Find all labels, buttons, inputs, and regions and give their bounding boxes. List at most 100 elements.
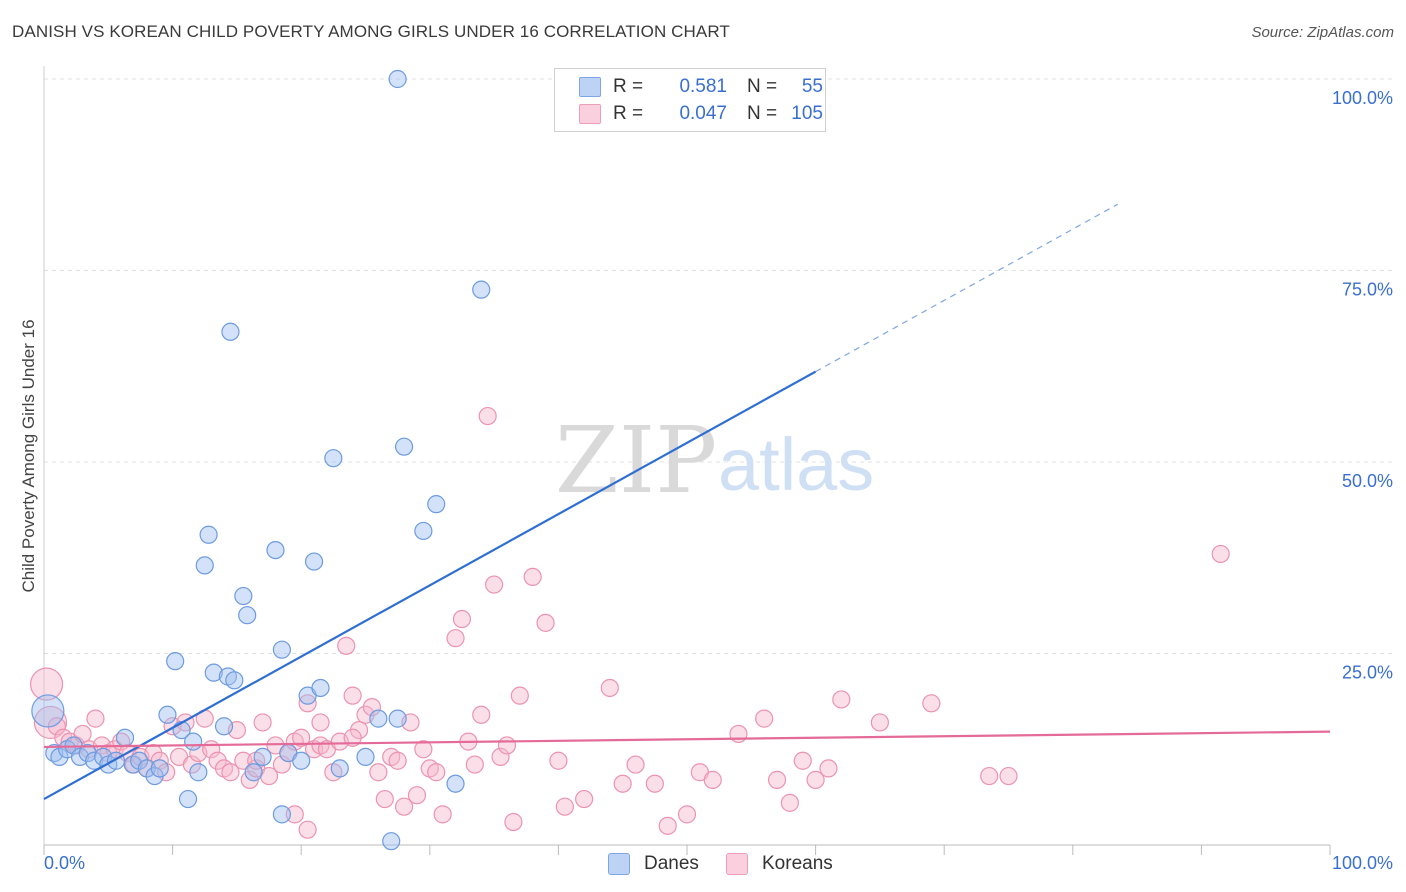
koreans-point [870,713,890,732]
danes-point [414,521,433,541]
koreans-point [259,766,279,786]
r-value: 0.581 [679,76,727,97]
danes-point [199,525,218,544]
koreans-point [510,686,529,705]
danes-point [115,728,135,747]
koreans-point [311,713,330,732]
koreans-point [677,805,697,824]
n-label: N = [747,103,778,124]
danes-point [195,556,214,575]
danes-point [85,751,104,770]
danes-point [130,751,149,770]
koreans-point [343,686,362,705]
koreans-trend-line [43,730,1331,749]
koreans-point [465,755,484,774]
koreans-point [806,770,825,789]
danes-point [472,280,491,299]
koreans-point [613,774,632,793]
danes-point [234,586,253,606]
tick-labels: 25.0% 50.0% 75.0% 100.0% 0.0% 100.0% [44,88,1393,873]
danes-point [221,322,240,341]
koreans-point [999,766,1018,786]
koreans-point [485,575,504,594]
danes-legend-swatch [608,853,630,875]
koreans-point [427,763,446,782]
danes-point [225,671,244,690]
source-label: Source: ZipAtlas.com [1251,24,1394,41]
danes-point [272,805,292,824]
koreans-point [832,690,851,709]
danes-points [31,69,735,851]
koreans-point [504,812,523,832]
koreans-point [47,717,66,736]
y-tick-label: 100.0% [1332,88,1393,108]
koreans-point [491,747,510,767]
legend-row-danes: R = 0.581 N = 55 [579,74,823,100]
koreans-point [575,789,594,809]
koreans-point [549,751,568,770]
danes-point [388,709,407,728]
watermark-atlas: atlas [718,423,874,506]
danes-point [31,694,65,728]
danes-point [304,552,324,571]
danes-point [158,705,177,724]
danes-trend-line [43,370,817,801]
danes-point [184,732,203,751]
r-value: 0.047 [679,103,727,124]
koreans-point [433,805,452,824]
koreans-point [298,820,317,839]
koreans-point [767,770,787,789]
danes-point [238,606,257,625]
koreans-point [407,786,427,805]
watermark: ZIP atlas [555,407,874,514]
danes-point [292,751,311,770]
koreans-point [472,705,491,724]
koreans-point [755,709,774,728]
x-tick-label: 0.0% [44,853,85,873]
r-label: R = [613,103,644,124]
grid-lines [44,78,1392,654]
y-tick-label: 50.0% [1342,471,1393,491]
correlation-legend: R = 0.581 N = 55 R = 0.047 N = 105 [554,68,826,132]
chart-title: DANISH VS KOREAN CHILD POVERTY AMONG GIR… [12,22,730,41]
koreans-point [452,609,472,629]
koreans-point [922,694,941,713]
n-label: N = [747,76,778,97]
danes-point [311,678,330,698]
danes-point [266,540,285,560]
danes-point [166,652,185,671]
koreans-point [285,805,304,824]
koreans-legend-swatch [726,853,748,875]
danes-point [382,832,401,851]
danes-point [189,763,208,782]
danes-swatch [579,77,601,97]
koreans-point [375,789,394,809]
koreans-point [497,736,517,755]
koreans-legend-label: Koreans [762,853,833,874]
danes-point [253,747,272,767]
koreans-point [253,713,272,732]
danes-point [50,747,69,767]
koreans-point [1211,544,1230,564]
danes-point [388,69,407,89]
koreans-point [536,613,555,632]
danes-point [272,640,292,659]
watermark-zip: ZIP [555,407,717,514]
koreans-point [298,694,317,713]
r-label: R = [613,76,644,97]
danes-point [178,789,198,809]
danes-point [244,763,263,782]
danes-legend-label: Danes [644,853,699,874]
danes-point [427,495,446,514]
koreans-point [394,797,414,816]
danes-point [356,747,375,767]
koreans-point [600,678,619,698]
danes-point [446,774,465,793]
koreans-point [703,770,722,789]
legend-row-koreans: R = 0.047 N = 105 [579,101,823,127]
koreans-point [523,567,542,587]
series-legend: Danes Koreans [0,850,1406,880]
danes-point [369,709,388,728]
koreans-point [478,406,497,426]
